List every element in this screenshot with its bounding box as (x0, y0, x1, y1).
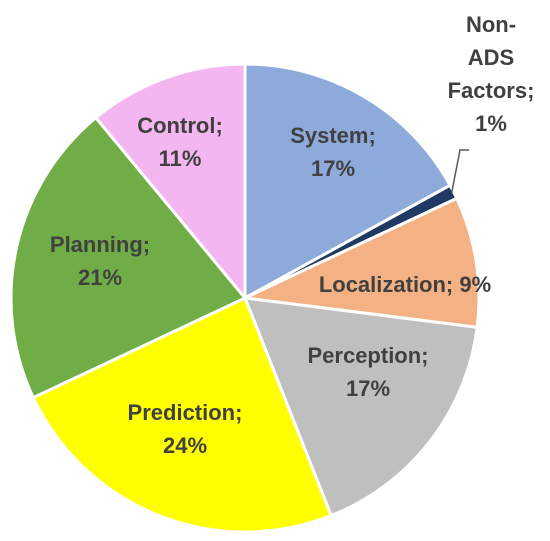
pie-slices (9, 62, 481, 534)
leader-line-non-ads-factors (450, 149, 469, 193)
data-label-line: 1% (475, 111, 507, 136)
data-label-non-ads-factors: Non- ADS Factors; 1% (448, 12, 535, 136)
data-label-perception: Perception; 17% (307, 343, 428, 401)
data-label-line: System; (290, 123, 376, 148)
data-label-line: Factors; (448, 78, 535, 103)
data-label-planning: Planning; 21% (50, 232, 150, 290)
data-label-line: Localization; 9% (319, 272, 491, 297)
data-label-system: System; 17% (290, 123, 376, 181)
data-label-line: 21% (78, 265, 122, 290)
pie-slice-prediction (31, 296, 333, 534)
data-label-line: 17% (311, 156, 355, 181)
data-labels: System; 17% Non- ADS Factors; 1% Localization;… (50, 12, 535, 458)
pie-slice-perception (243, 296, 479, 518)
pie-slice-system (243, 62, 452, 300)
pie-slice-control (94, 62, 247, 300)
data-label-line: Prediction; (128, 400, 243, 425)
data-label-line: Perception; (307, 343, 428, 368)
data-label-line: 24% (163, 433, 207, 458)
data-label-line: Planning; (50, 232, 150, 257)
data-label-control: Control; 11% (137, 113, 223, 171)
data-label-localization: Localization; 9% (319, 272, 491, 297)
data-label-line: ADS (468, 45, 514, 70)
leader-lines (450, 149, 469, 193)
data-label-prediction: Prediction; 24% (128, 400, 243, 458)
pie-slice-planning (9, 116, 247, 400)
data-label-line: Control; (137, 113, 223, 138)
data-label-line: 17% (346, 376, 390, 401)
data-label-line: 11% (159, 146, 202, 171)
data-label-line: Non- (466, 12, 516, 37)
pie-slice-localization (243, 196, 481, 329)
